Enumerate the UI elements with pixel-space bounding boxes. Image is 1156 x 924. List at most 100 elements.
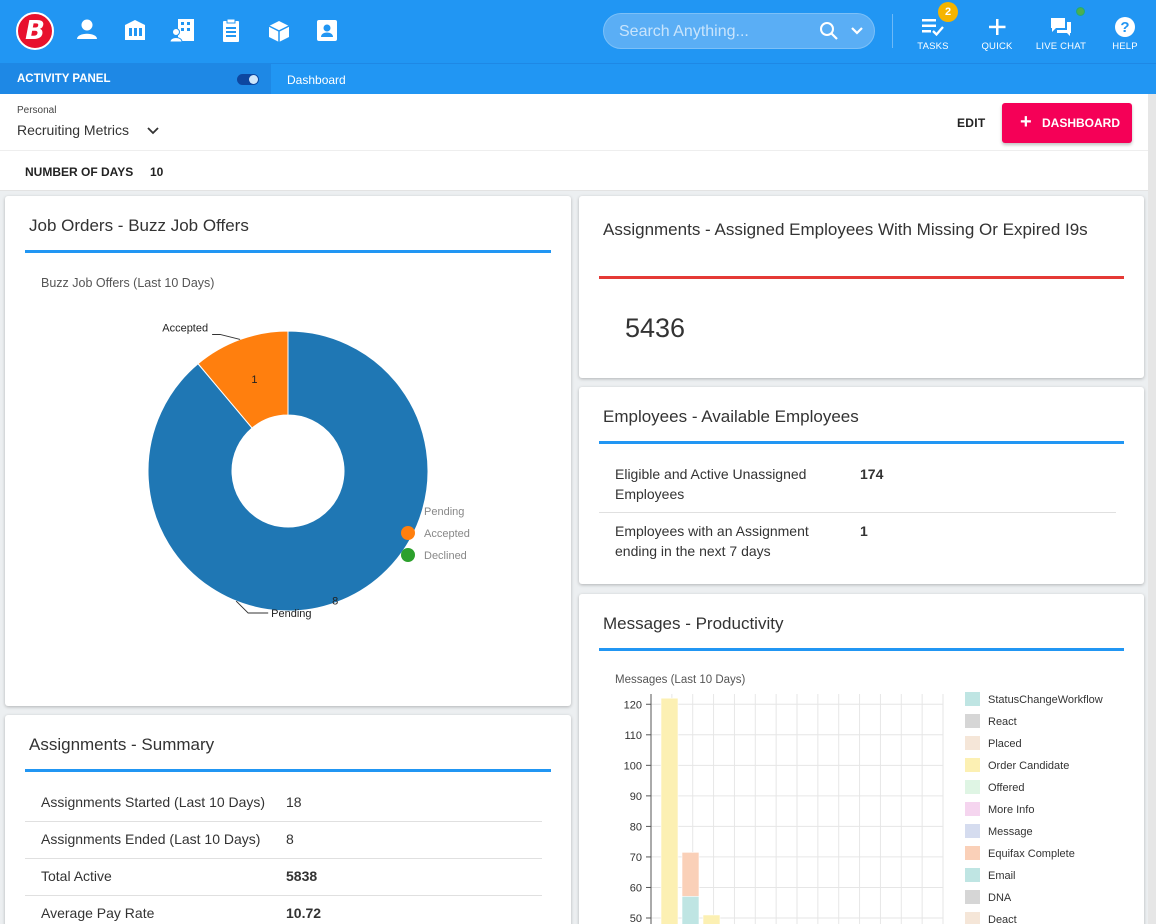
y-tick-label: 70 — [630, 852, 642, 864]
card-rule — [599, 441, 1124, 444]
y-tick-label: 100 — [624, 760, 642, 772]
chevron-down-icon[interactable] — [146, 125, 160, 137]
quick-label: QUICK — [981, 41, 1013, 52]
y-tick-label: 50 — [630, 913, 642, 924]
legend-swatch — [965, 758, 980, 772]
plus-icon — [989, 19, 1006, 35]
legend-label: StatusChangeWorkflow — [988, 694, 1103, 706]
available-employees-card: Employees - Available Employees Eligible… — [579, 387, 1144, 584]
row-divider — [25, 895, 542, 896]
pie-value-label: 8 — [332, 596, 338, 608]
legend-swatch — [965, 912, 980, 924]
row-label: Assignments Ended (Last 10 Days) — [41, 831, 261, 847]
search-input[interactable] — [619, 20, 819, 44]
activity-panel-tab[interactable]: ACTIVITY PANEL — [0, 64, 271, 95]
package-icon[interactable] — [266, 17, 292, 43]
scrollbar[interactable] — [1148, 94, 1156, 924]
quick-button[interactable]: QUICK — [965, 14, 1029, 56]
row-value[interactable]: 18 — [286, 794, 302, 810]
legend-swatch — [965, 868, 980, 882]
legend-label: More Info — [988, 804, 1034, 816]
help-button[interactable]: ? HELP — [1093, 14, 1156, 56]
legend-label: Offered — [988, 782, 1025, 794]
org-chart-icon[interactable] — [170, 17, 196, 43]
app-logo[interactable]: B — [16, 12, 54, 50]
live-chat-button[interactable]: LIVE CHAT — [1029, 14, 1093, 56]
row-value[interactable]: 10.72 — [286, 905, 322, 921]
row-label: Total Active — [41, 868, 112, 884]
row-value[interactable]: 1 — [860, 523, 868, 539]
legend-swatch — [965, 802, 980, 816]
pie-value-label: 1 — [251, 374, 257, 386]
card-title: Assignments - Summary — [29, 735, 215, 754]
y-tick-label: 120 — [624, 699, 642, 711]
legend-label: DNA — [988, 892, 1012, 904]
y-tick-label: 90 — [630, 791, 642, 803]
legend-swatch — [965, 824, 980, 838]
y-tick-label: 80 — [630, 821, 642, 833]
card-rule — [599, 648, 1124, 651]
add-dashboard-label: DASHBOARD — [1042, 116, 1120, 130]
legend-label: Equifax Complete — [988, 848, 1075, 860]
bar-segment — [660, 697, 679, 924]
card-title: Assignments - Assigned Employees With Mi… — [603, 220, 1088, 239]
tasks-badge: 2 — [938, 2, 958, 22]
row-divider — [599, 512, 1116, 513]
bar-segment — [681, 852, 700, 897]
search-icon[interactable] — [819, 21, 839, 41]
bar-segment — [702, 914, 721, 924]
topbar-divider — [892, 14, 893, 48]
row-label: Assignments Started (Last 10 Days) — [41, 794, 266, 810]
row-label: Employees with an Assignment ending in t… — [615, 523, 809, 559]
row-value[interactable]: 5838 — [286, 868, 318, 884]
row-value[interactable]: 8 — [286, 831, 294, 847]
clipboard-icon[interactable] — [218, 17, 244, 43]
pie-callout-line — [212, 333, 241, 340]
number-of-days-value[interactable]: 10 — [150, 165, 164, 179]
legend-label: Deact — [988, 914, 1017, 924]
contact-card-icon[interactable] — [314, 17, 340, 43]
legend-swatch — [965, 736, 980, 750]
legend-label: React — [988, 716, 1017, 728]
legend-swatch — [965, 692, 980, 706]
chart-title: Buzz Job Offers (Last 10 Days) — [41, 276, 215, 290]
row-label: Average Pay Rate — [41, 905, 155, 921]
legend-swatch — [965, 890, 980, 904]
help-label: HELP — [1112, 41, 1138, 52]
kpi-value[interactable]: 5436 — [625, 313, 686, 343]
person-icon[interactable] — [74, 17, 100, 43]
live-chat-label: LIVE CHAT — [1035, 41, 1087, 52]
row-label: Eligible and Active Unassigned Employees — [615, 466, 807, 502]
breadcrumb[interactable]: Dashboard — [287, 73, 346, 87]
activity-panel-label: ACTIVITY PANEL — [17, 73, 111, 85]
legend-marker — [401, 548, 415, 562]
pie-callout-line — [235, 600, 269, 614]
legend-label: Order Candidate — [988, 760, 1069, 772]
chevron-down-icon[interactable] — [850, 24, 864, 38]
legend-swatch — [965, 714, 980, 728]
dashboard-header: Personal Recruiting Metrics EDIT + DASHB… — [0, 94, 1148, 191]
card-rule — [25, 769, 551, 772]
building-icon[interactable] — [122, 17, 148, 43]
tasks-button[interactable]: TASKS — [901, 14, 965, 56]
legend-label: Pending — [424, 506, 464, 518]
svg-text:?: ? — [1120, 19, 1129, 36]
legend-label: Accepted — [424, 528, 470, 540]
row-value[interactable]: 174 — [860, 466, 884, 482]
card-title: Employees - Available Employees — [603, 407, 859, 426]
help-icon: ? — [1115, 17, 1135, 37]
add-dashboard-button[interactable]: + DASHBOARD — [1002, 103, 1132, 143]
stacked-bar-chart: 50 60 70 80 90 100 110 120 StatusChangeWorkflow R… — [624, 692, 1103, 924]
legend-label: Message — [988, 826, 1033, 838]
donut-chart: 1 Accepted 8 Pending Pending Accepted Declined — [147, 322, 470, 620]
edit-button[interactable]: EDIT — [957, 116, 986, 130]
dashboard-select[interactable]: Recruiting Metrics — [17, 122, 130, 138]
row-divider — [25, 821, 542, 822]
search-box[interactable] — [603, 13, 875, 49]
online-status-dot — [1076, 7, 1085, 16]
missing-i9-card: Assignments - Assigned Employees With Mi… — [579, 196, 1144, 378]
legend-label: Email — [988, 870, 1016, 882]
activity-panel-toggle[interactable] — [237, 74, 259, 85]
row-divider — [25, 858, 542, 859]
tasks-label: TASKS — [917, 41, 949, 52]
